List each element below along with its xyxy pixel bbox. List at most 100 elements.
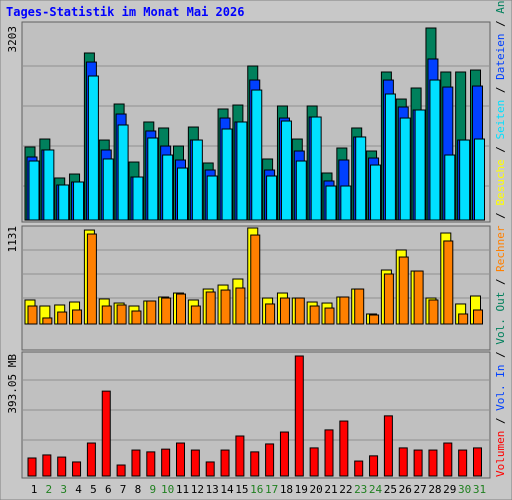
legend-separator: / — [494, 20, 507, 27]
x-tick-label: 18 — [280, 483, 293, 496]
bar — [220, 449, 230, 477]
bar — [354, 460, 364, 477]
bar — [177, 167, 188, 221]
bar — [280, 120, 292, 221]
bar — [250, 234, 261, 325]
chart-title: Tages-Statistik im Monat Mai 2026 — [6, 5, 244, 19]
x-tick-label: 25 — [384, 483, 397, 496]
legend-separator: / — [494, 278, 507, 285]
bar — [429, 79, 441, 221]
bar — [221, 128, 233, 221]
bar — [87, 75, 99, 221]
bar — [265, 303, 276, 325]
bar — [72, 309, 83, 325]
x-tick-label: 31 — [473, 483, 486, 496]
bar — [147, 137, 159, 221]
bar — [190, 449, 200, 477]
bar — [474, 138, 485, 221]
bar — [294, 355, 304, 477]
bar — [295, 160, 307, 221]
bar — [161, 448, 171, 477]
bar — [146, 451, 156, 477]
bar — [279, 297, 290, 325]
bar — [279, 431, 289, 477]
y-tick-label: 3203 — [6, 26, 19, 53]
bar — [340, 185, 352, 221]
bar — [443, 442, 453, 477]
legend-entry: Vol. In — [494, 364, 507, 410]
bar — [444, 154, 456, 221]
x-tick-label: 4 — [75, 483, 82, 496]
bar — [42, 454, 52, 477]
bar — [146, 300, 157, 325]
bar — [398, 447, 408, 477]
x-tick-label: 29 — [443, 483, 456, 496]
legend-entry: Dateien — [494, 34, 507, 80]
x-tick-label: 21 — [324, 483, 337, 496]
x-tick-label: 2 — [46, 483, 53, 496]
bar — [369, 455, 379, 477]
x-tick-label: 14 — [220, 483, 234, 496]
bar — [42, 317, 53, 325]
x-tick-label: 28 — [428, 483, 441, 496]
bar — [339, 296, 350, 325]
x-tick-label: 9 — [149, 483, 156, 496]
legend-entry: Seiten — [494, 100, 507, 140]
bar — [72, 461, 82, 477]
bar — [43, 149, 55, 221]
legend-entry: Besuche — [494, 159, 507, 205]
bar — [383, 273, 394, 325]
bar — [205, 461, 215, 477]
bar — [310, 116, 322, 221]
y-tick-label: 393.05 MB — [6, 354, 19, 414]
bar — [116, 304, 127, 325]
y-tick-label: 1131 — [6, 226, 19, 253]
x-tick-label: 7 — [120, 483, 127, 496]
bar — [325, 185, 337, 221]
bar — [369, 314, 380, 325]
bar — [190, 305, 201, 325]
x-tick-label: 8 — [135, 483, 142, 496]
bar — [131, 310, 142, 325]
bar — [251, 89, 263, 221]
bar — [162, 154, 174, 221]
bar — [57, 456, 67, 477]
bar — [236, 121, 248, 221]
bar — [235, 435, 245, 477]
x-tick-label: 17 — [265, 483, 278, 496]
bar — [354, 288, 365, 325]
bar — [384, 93, 396, 221]
bar — [161, 297, 172, 325]
bar — [473, 309, 483, 325]
bar — [294, 297, 305, 325]
bar — [117, 124, 129, 221]
x-tick-label: 3 — [60, 483, 67, 496]
bar — [413, 449, 423, 477]
bar — [398, 256, 409, 325]
x-tick-label: 19 — [295, 483, 308, 496]
x-tick-label: 1 — [31, 483, 38, 496]
bar — [473, 447, 482, 477]
bar — [309, 305, 320, 325]
bar — [370, 164, 382, 221]
bar — [459, 139, 471, 221]
x-tick-label: 20 — [310, 483, 323, 496]
bar — [73, 181, 85, 221]
bar — [86, 442, 96, 477]
bar — [220, 289, 231, 325]
bar — [116, 464, 126, 477]
bar — [309, 447, 319, 477]
bar — [191, 139, 203, 221]
bar — [58, 184, 70, 221]
x-tick-label: 30 — [458, 483, 471, 496]
bar — [28, 160, 40, 221]
bar — [324, 429, 334, 477]
bar — [265, 443, 275, 477]
x-tick-label: 16 — [250, 483, 263, 496]
x-tick-label: 11 — [176, 483, 189, 496]
bar — [443, 240, 454, 325]
legend-separator: / — [494, 86, 507, 93]
legend-separator: / — [494, 212, 507, 219]
bar — [206, 175, 218, 221]
